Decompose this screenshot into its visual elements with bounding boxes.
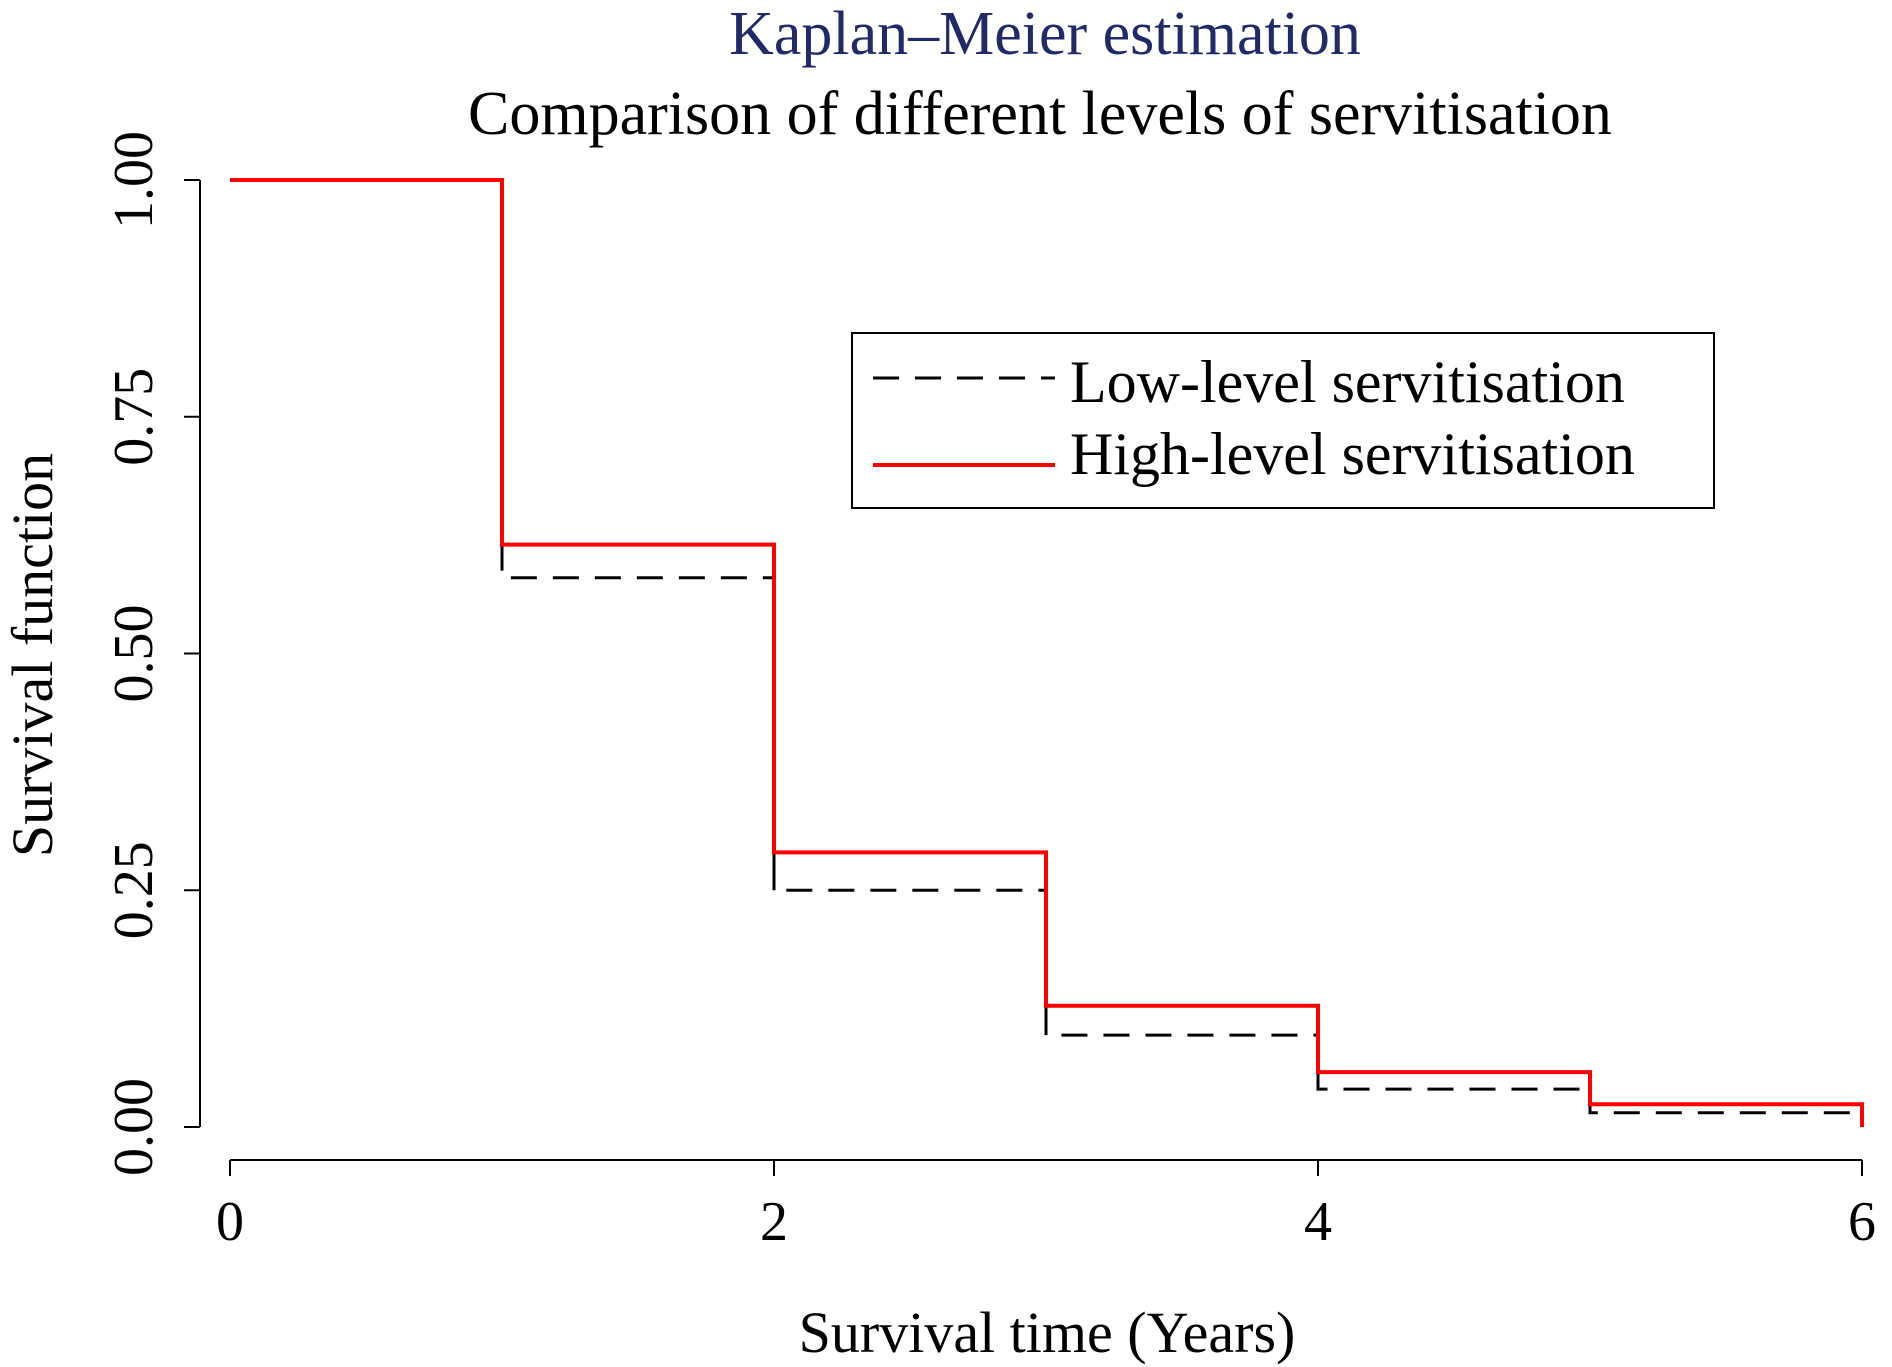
chart-subtitle: Comparison of different levels of servit… [468,80,1612,148]
y-tick-label: 0.75 [103,368,165,466]
legend-label-low: Low-level servitisation [1070,349,1625,415]
chart-title: Kaplan–Meier estimation [729,0,1361,68]
y-tick-label: 0.00 [103,1078,165,1176]
series-layer [230,178,1864,1127]
series-low-line [500,544,1862,1115]
axes: 0.00 0.25 0.50 0.75 1.00 0 2 4 6 [103,131,1876,1253]
x-tick-label: 2 [760,1191,788,1253]
x-axis-label: Survival time (Years) [799,1300,1296,1365]
y-tick-label: 0.50 [103,605,165,703]
legend-box [851,332,1715,509]
y-tick-label: 0.25 [103,841,165,939]
x-tick-label: 6 [1848,1191,1876,1253]
legend-label-high: High-level servitisation [1070,421,1635,487]
series-high-line [230,178,1864,1127]
legend: Low-level servitisation High-level servi… [851,332,1715,509]
x-tick-label: 0 [216,1191,244,1253]
y-axis-label: Survival function [0,453,65,857]
x-tick-label: 4 [1304,1191,1332,1253]
y-tick-label: 1.00 [103,131,165,229]
